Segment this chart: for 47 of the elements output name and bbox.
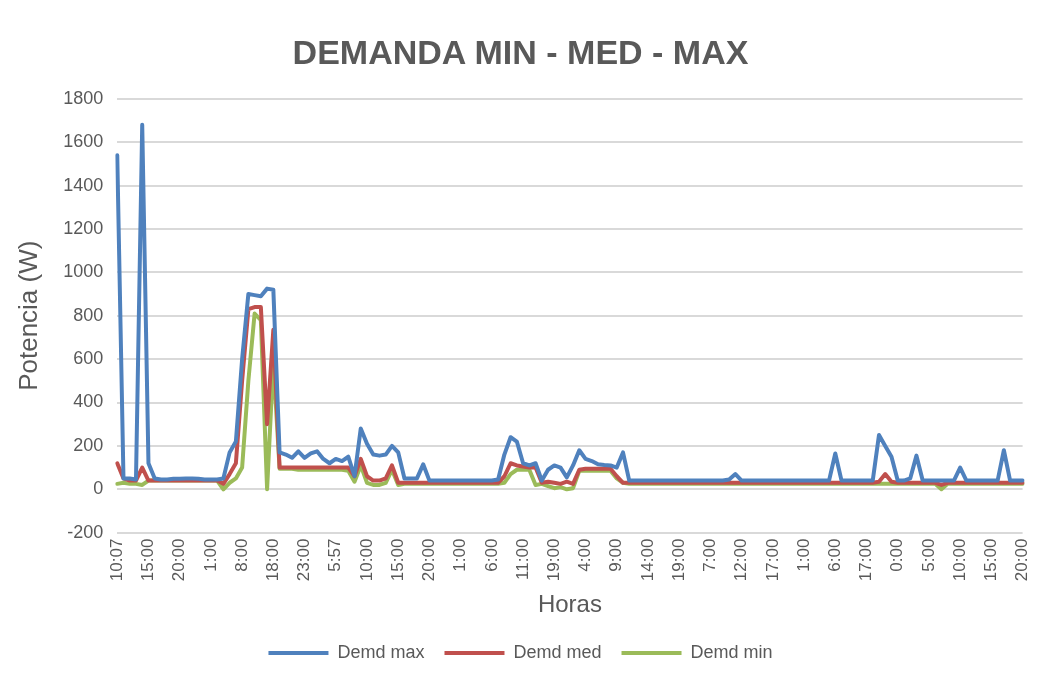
y-tick-label: 800 — [73, 304, 104, 325]
y-tick-label: 1800 — [63, 87, 104, 108]
x-tick-label: 15:00 — [138, 538, 158, 582]
x-tick-label: 20:00 — [1012, 538, 1032, 582]
x-tick-label: 19:00 — [544, 538, 563, 582]
x-tick-label: 20:00 — [169, 538, 189, 582]
x-tick-label: 5:00 — [918, 538, 938, 572]
x-tick-label: 17:00 — [762, 538, 782, 582]
chart-title: DEMANDA MIN - MED - MAX — [292, 32, 749, 71]
y-tick-label: 1000 — [63, 261, 104, 282]
x-tick-label: 12:00 — [731, 538, 751, 582]
x-tick-label: 7:00 — [700, 538, 720, 572]
x-tick-label: 4:00 — [575, 538, 595, 572]
x-tick-label: 0:00 — [887, 538, 907, 572]
y-tick-label: -200 — [67, 521, 104, 542]
x-tick-label: 15:00 — [387, 538, 407, 582]
y-tick-label: 400 — [73, 391, 104, 412]
x-tick-label: 1:00 — [200, 538, 220, 572]
x-tick-label: 20:00 — [419, 538, 439, 582]
x-tick-label: 10:00 — [356, 538, 376, 582]
x-tick-label: 11:00 — [512, 538, 532, 580]
x-tick-label: 9:00 — [606, 538, 626, 572]
legend-label: Demd min — [690, 641, 773, 662]
y-axis-title: Potencia (W) — [12, 240, 43, 391]
y-tick-label: 200 — [73, 434, 104, 455]
x-tick-label: 6:00 — [481, 538, 501, 572]
y-tick-label: 1200 — [63, 217, 104, 238]
x-tick-label: 10:07 — [106, 538, 126, 582]
x-tick-label: 14:00 — [637, 538, 657, 582]
x-tick-label: 1:00 — [793, 538, 813, 572]
x-tick-label: 8:00 — [231, 538, 251, 572]
x-tick-label: 1:00 — [450, 538, 470, 572]
legend-label: Demd med — [513, 641, 602, 662]
x-axis-title: Horas — [537, 590, 602, 618]
x-tick-label: 10:00 — [949, 538, 969, 582]
y-tick-label: 1600 — [63, 131, 104, 152]
x-tick-label: 6:00 — [824, 538, 844, 572]
legend-label: Demd max — [337, 641, 425, 662]
x-tick-label: 23:00 — [294, 538, 314, 582]
x-tick-label: 17:00 — [856, 538, 876, 582]
y-tick-label: 1400 — [63, 174, 104, 195]
x-tick-label: 5:57 — [325, 538, 345, 572]
y-tick-label: 600 — [73, 348, 104, 369]
x-tick-label: 19:00 — [668, 538, 688, 582]
x-tick-label: 15:00 — [981, 538, 1001, 582]
y-tick-label: 0 — [93, 478, 104, 499]
x-tick-label: 18:00 — [263, 538, 283, 582]
